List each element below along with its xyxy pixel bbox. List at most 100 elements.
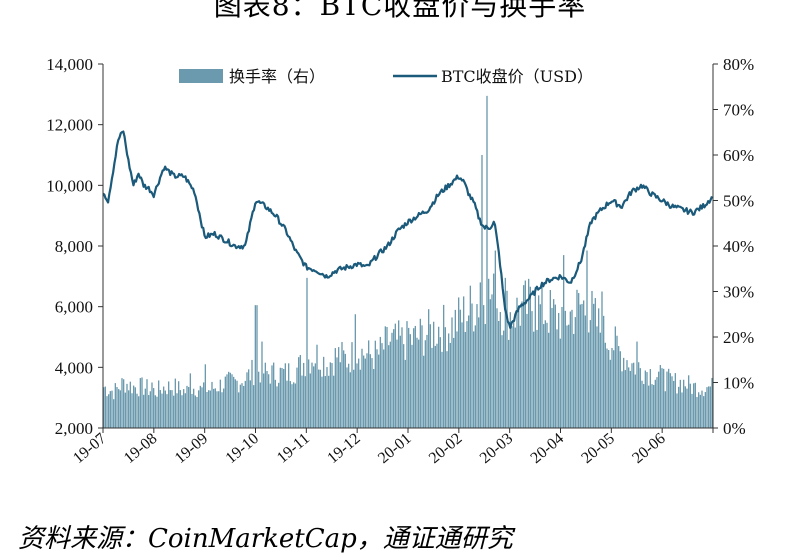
turnover-bar	[363, 355, 365, 428]
turnover-bar	[211, 381, 213, 428]
turnover-bar	[603, 315, 605, 428]
turnover-bar	[179, 390, 181, 428]
turnover-bar	[418, 339, 420, 428]
turnover-bar	[283, 369, 285, 428]
turnover-bar	[184, 393, 186, 428]
turnover-bar	[446, 351, 448, 428]
turnover-bar	[333, 375, 335, 428]
turnover-bar	[526, 313, 528, 428]
source-note: 资料来源：CoinMarketCap，通证通研究	[18, 524, 513, 554]
turnover-bar	[649, 369, 651, 428]
turnover-bar	[241, 383, 243, 428]
turnover-bar	[463, 296, 465, 428]
turnover-bar	[324, 376, 326, 428]
left-tick-label: 8,000	[55, 237, 93, 256]
turnover-bar	[381, 343, 383, 428]
turnover-bar	[313, 366, 315, 428]
turnover-bar	[214, 388, 216, 428]
turnover-bar	[413, 328, 415, 428]
turnover-bar	[268, 374, 270, 428]
turnover-bar	[524, 280, 526, 428]
turnover-bar	[139, 378, 141, 428]
turnover-bar	[468, 315, 470, 428]
turnover-bar	[424, 340, 426, 428]
turnover-bar	[336, 357, 338, 428]
turnover-bar	[574, 317, 576, 428]
turnover-bar	[698, 392, 700, 428]
turnover-bar	[519, 325, 521, 428]
turnover-bar	[641, 380, 643, 428]
turnover-bar	[566, 325, 568, 428]
x-tick-label: 19-10	[223, 430, 263, 467]
turnover-bar	[436, 343, 438, 428]
turnover-bar	[576, 289, 578, 428]
turnover-bar	[203, 382, 205, 428]
turnover-bar	[391, 332, 393, 428]
turnover-bar	[581, 303, 583, 428]
turnover-bar	[226, 374, 228, 428]
turnover-bar	[404, 359, 406, 428]
x-tick-label: 20-06	[629, 430, 669, 467]
turnover-bar	[353, 369, 355, 428]
turnover-bar	[368, 340, 370, 428]
turnover-bar	[611, 347, 613, 428]
turnover-bar	[348, 363, 350, 428]
turnover-bar	[234, 379, 236, 428]
right-tick-label: 80%	[723, 55, 754, 74]
turnover-bar	[133, 385, 135, 428]
turnover-bar	[134, 387, 136, 428]
turnover-bar	[658, 371, 660, 428]
turnover-bar	[373, 369, 375, 428]
turnover-bar	[323, 356, 325, 428]
turnover-bar	[646, 372, 648, 428]
turnover-bar	[238, 392, 240, 428]
turnover-bar	[279, 367, 281, 428]
turnover-bar	[233, 376, 235, 428]
turnover-bar	[199, 385, 201, 428]
turnover-bar	[481, 155, 483, 428]
turnover-bar	[619, 351, 621, 428]
turnover-bar	[656, 377, 658, 428]
turnover-bar	[129, 381, 131, 428]
turnover-bar	[196, 396, 198, 428]
turnover-bar	[194, 395, 196, 428]
turnover-bar	[248, 369, 250, 428]
turnover-bar	[374, 340, 376, 428]
turnover-bar	[588, 332, 590, 428]
turnover-bar	[653, 385, 655, 428]
left-tick-label: 4,000	[55, 358, 93, 377]
turnover-bar	[408, 327, 410, 428]
turnover-bar	[618, 346, 620, 428]
turnover-bar	[501, 335, 503, 428]
turnover-bar	[328, 375, 330, 428]
turnover-bar	[631, 363, 633, 428]
turnover-bar	[648, 385, 650, 428]
turnover-bar	[138, 396, 140, 428]
turnover-bar	[634, 374, 636, 428]
turnover-bar	[601, 291, 603, 428]
turnover-bar	[103, 387, 105, 428]
turnover-bar	[504, 277, 506, 428]
x-tick-label: 19-09	[172, 430, 212, 467]
x-tick-label: 20-01	[375, 430, 415, 467]
turnover-bar	[518, 310, 520, 428]
turnover-bar	[164, 390, 166, 428]
turnover-bar	[359, 369, 361, 428]
turnover-bar	[538, 295, 540, 428]
turnover-bar	[321, 376, 323, 428]
turnover-bar	[161, 393, 163, 428]
turnover-bar	[171, 390, 173, 428]
btc-price-line	[102, 130, 714, 329]
turnover-bar	[419, 318, 421, 428]
turnover-bar	[141, 377, 143, 428]
turnover-bar	[639, 368, 641, 428]
left-tick-label: 12,000	[46, 116, 93, 135]
turnover-bar	[596, 326, 598, 428]
turnover-bar	[356, 363, 358, 428]
turnover-bar	[624, 370, 626, 428]
x-tick-label: 19-08	[121, 430, 161, 467]
turnover-bar	[263, 373, 265, 428]
turnover-bar	[454, 309, 456, 428]
turnover-bar	[434, 345, 436, 428]
turnover-bar	[291, 384, 293, 428]
